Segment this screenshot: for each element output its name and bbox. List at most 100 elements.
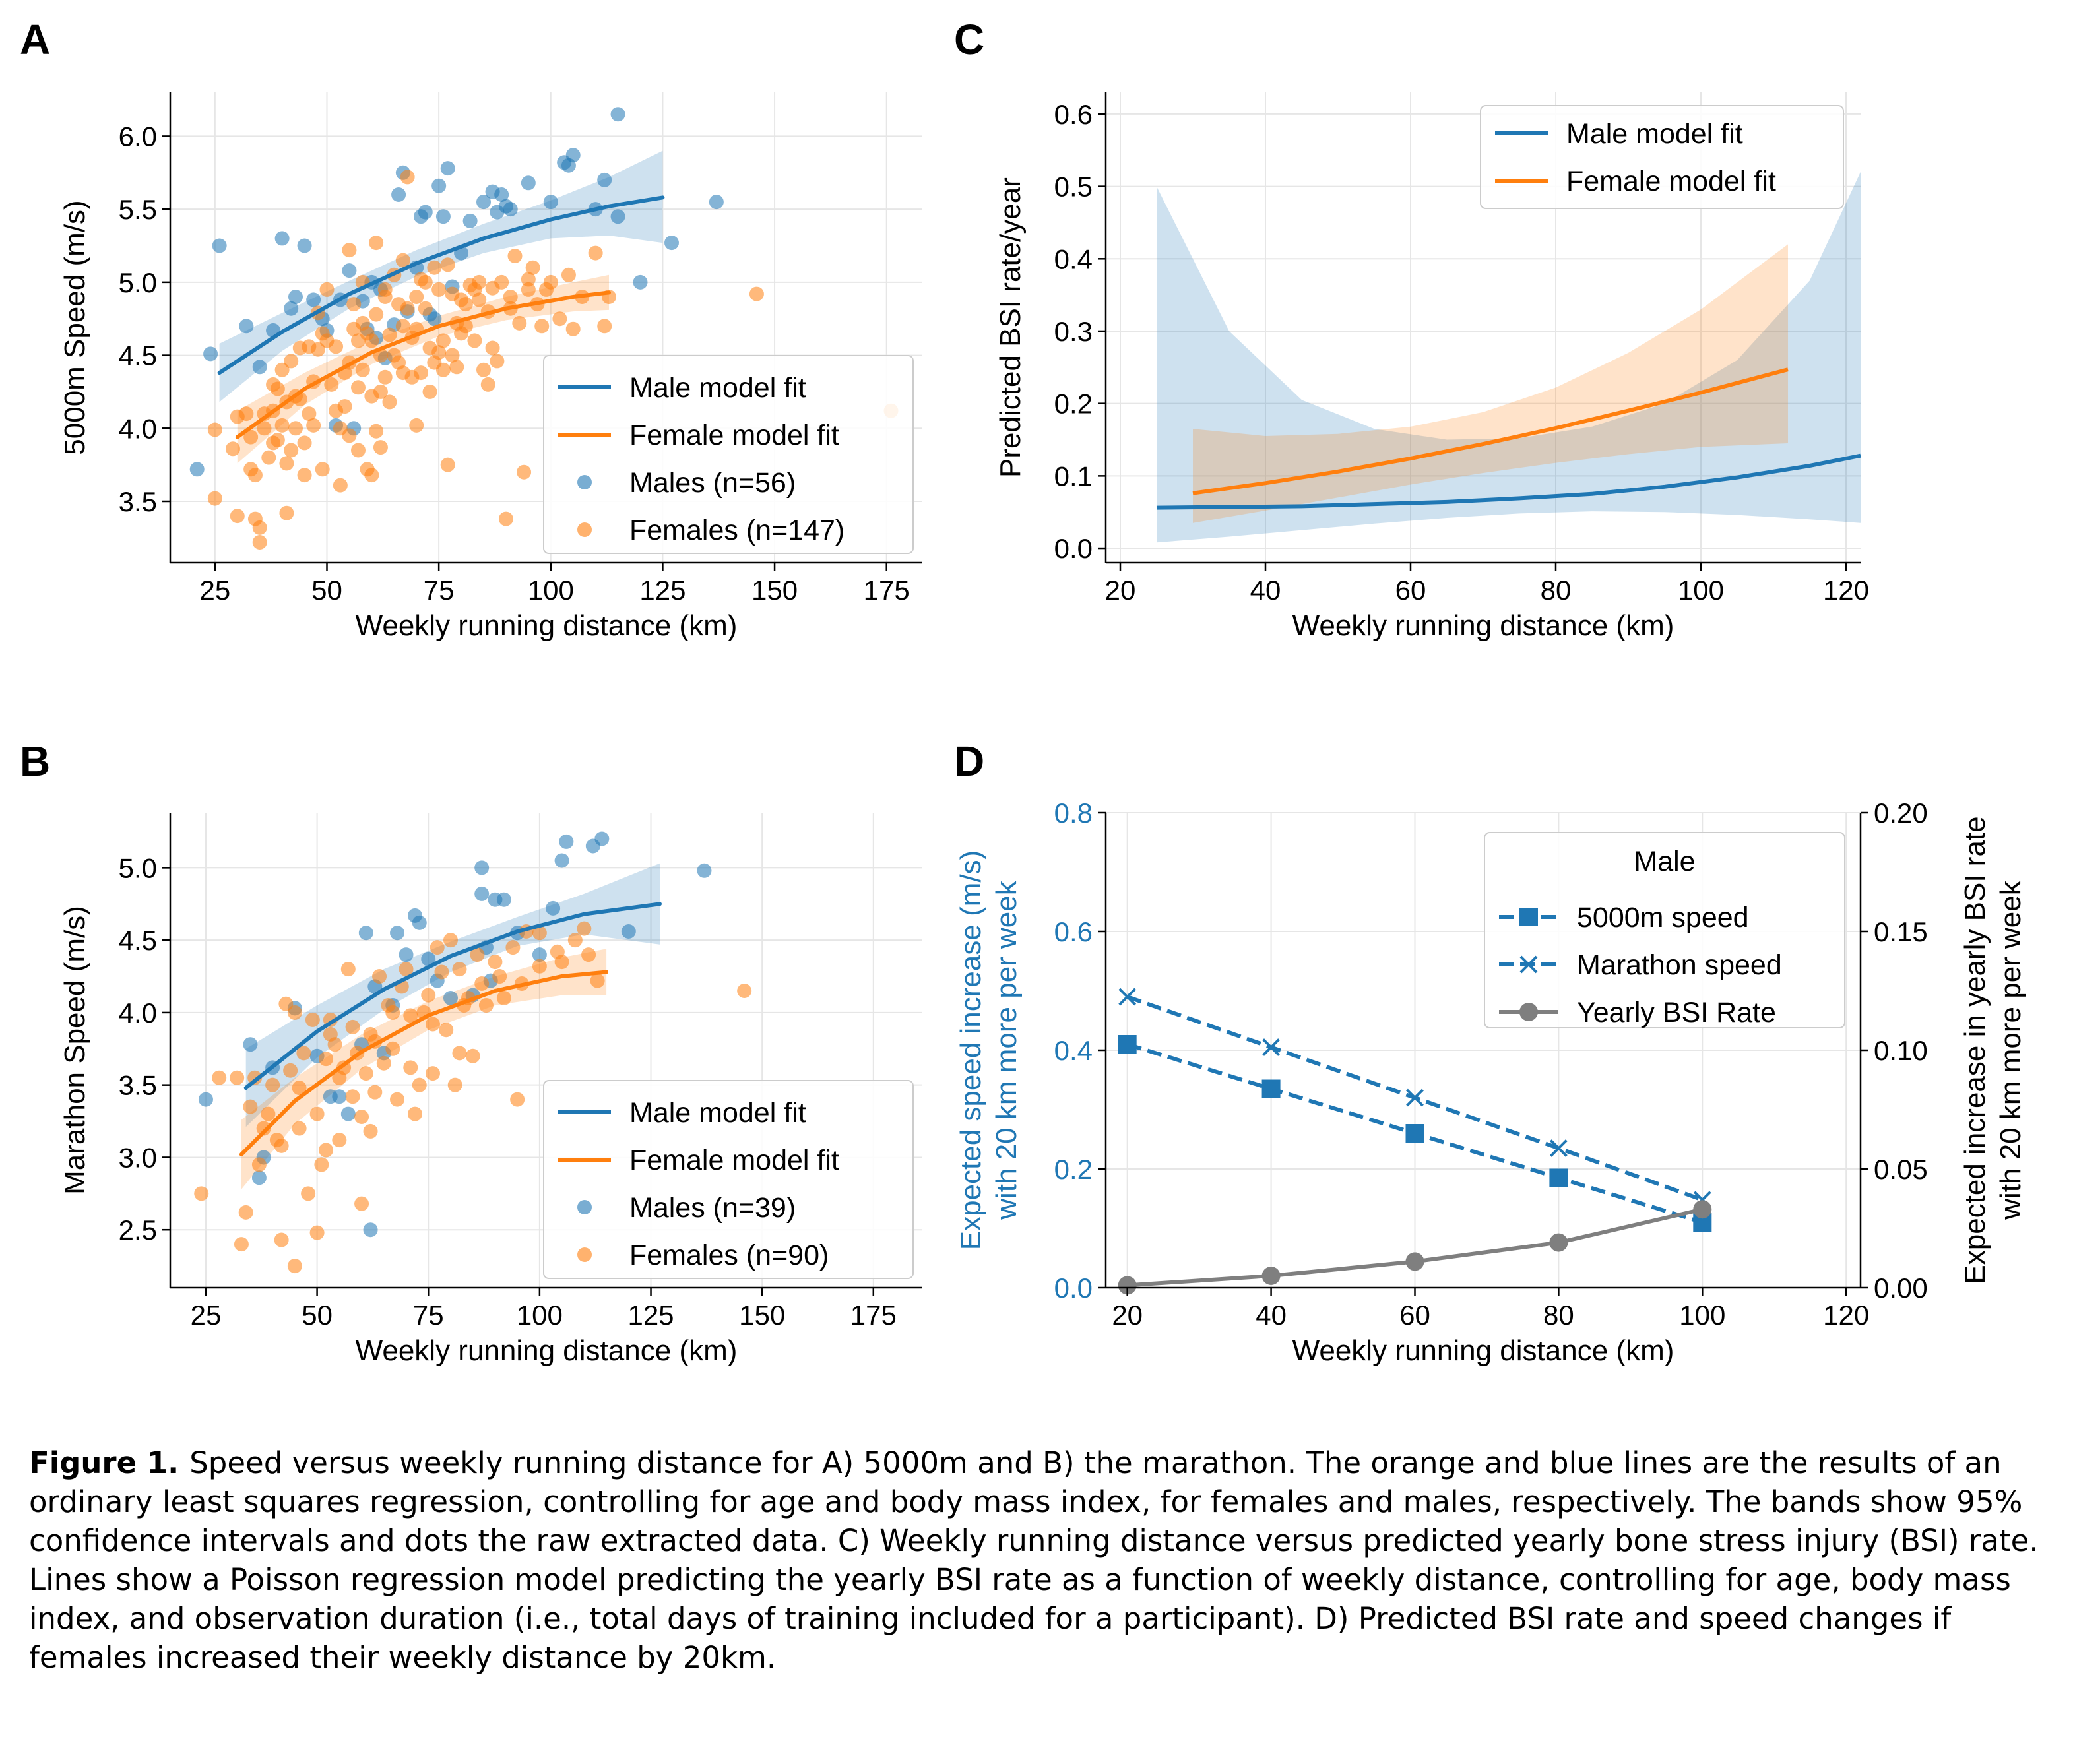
y-tick-label: 5.5 bbox=[119, 194, 157, 225]
female-data-point bbox=[369, 424, 384, 439]
y-tick-label: 0.0 bbox=[1054, 1273, 1093, 1304]
caption-text: Speed versus weekly running distance for… bbox=[29, 1445, 2039, 1675]
female-data-point bbox=[534, 319, 550, 334]
legend-label: Female model fit bbox=[629, 1145, 839, 1176]
y-tick-label: 0.2 bbox=[1054, 1154, 1093, 1185]
x-tick-label: 20 bbox=[1112, 1300, 1143, 1331]
female-data-point bbox=[323, 1026, 338, 1042]
legend-swatch-dot bbox=[1519, 1003, 1538, 1021]
male-data-point bbox=[610, 107, 625, 122]
x-tick-label: 25 bbox=[199, 575, 230, 606]
x-tick-label: 120 bbox=[1823, 575, 1869, 606]
y-tick-label: 0.5 bbox=[1054, 172, 1093, 203]
female-confidence-band bbox=[237, 274, 609, 464]
female-data-point bbox=[314, 1157, 329, 1172]
x-tick-label: 120 bbox=[1823, 1300, 1869, 1331]
female-data-point bbox=[358, 1066, 373, 1081]
x-tick-label: 100 bbox=[1679, 1300, 1725, 1331]
female-data-point bbox=[449, 360, 464, 375]
female-data-point bbox=[274, 418, 290, 433]
female-data-point bbox=[239, 406, 254, 422]
female-data-point bbox=[458, 297, 473, 312]
female-data-point bbox=[391, 297, 406, 312]
male-data-point bbox=[594, 831, 610, 846]
female-data-point bbox=[532, 926, 547, 941]
female-data-point bbox=[521, 282, 536, 297]
x-tick-label: 100 bbox=[517, 1300, 563, 1331]
female-data-point bbox=[440, 257, 455, 272]
y-tick-label: 0.0 bbox=[1054, 533, 1093, 564]
female-data-point bbox=[230, 1070, 245, 1085]
male-data-point bbox=[494, 187, 509, 202]
female-data-point bbox=[494, 274, 509, 290]
female-data-point bbox=[452, 1046, 467, 1061]
panel-letter: B bbox=[20, 738, 50, 785]
female-data-point bbox=[377, 290, 393, 304]
female-data-point bbox=[443, 933, 458, 948]
female-data-point bbox=[421, 988, 436, 1003]
female-data-point bbox=[382, 394, 397, 410]
female-data-point bbox=[315, 326, 330, 341]
y-tick-label-right: 0.00 bbox=[1874, 1273, 1928, 1304]
female-data-point bbox=[252, 520, 267, 535]
female-data-point bbox=[287, 1005, 302, 1020]
female-data-point bbox=[567, 933, 583, 948]
female-data-point bbox=[345, 1089, 360, 1104]
female-data-point bbox=[337, 399, 352, 414]
y-tick-label: 3.5 bbox=[119, 1070, 157, 1101]
legend-swatch-dot bbox=[577, 475, 592, 489]
male-data-point bbox=[284, 301, 299, 316]
female-data-point bbox=[297, 468, 312, 483]
legend-frame bbox=[1484, 832, 1845, 1028]
male-data-point bbox=[474, 860, 490, 875]
x-tick-label: 125 bbox=[627, 1300, 674, 1331]
legend-label: Female model fit bbox=[629, 420, 839, 451]
female-data-point bbox=[588, 245, 603, 261]
male-data-point bbox=[274, 231, 290, 246]
y-axis-label-right-1: Expected increase in yearly BSI rate bbox=[1959, 816, 1991, 1284]
female-data-point bbox=[373, 384, 388, 399]
male-data-point bbox=[306, 292, 321, 307]
female-data-point bbox=[369, 307, 384, 322]
y-axis-label: 5000m Speed (m/s) bbox=[59, 200, 91, 455]
x-tick-label: 25 bbox=[191, 1300, 222, 1331]
x-axis-label: Weekly running distance (km) bbox=[1292, 1335, 1674, 1367]
female-data-point bbox=[439, 1023, 454, 1038]
female-data-point bbox=[408, 1106, 423, 1121]
female-data-point bbox=[252, 535, 267, 550]
female-data-point bbox=[360, 462, 375, 477]
x-tick-label: 50 bbox=[311, 575, 342, 606]
x-tick-label: 100 bbox=[1678, 575, 1724, 606]
male-data-point bbox=[546, 900, 561, 916]
female-data-point bbox=[315, 462, 330, 477]
y-axis-label-left-1: Expected speed increase (m/s) bbox=[955, 850, 987, 1251]
female-confidence-band bbox=[1193, 244, 1788, 523]
female-data-point bbox=[552, 311, 567, 327]
male-data-point bbox=[496, 892, 511, 907]
male-data-point bbox=[431, 178, 447, 193]
male-data-point bbox=[443, 990, 458, 1005]
legend-swatch-dot bbox=[577, 522, 592, 537]
y-tick-label: 4.5 bbox=[119, 340, 157, 371]
male-data-point bbox=[421, 951, 436, 966]
panel-A: A 25 50 75 100 125 150 175 3.5 4.0 4.5 5.0 5.5 6.0 Wee… bbox=[20, 16, 922, 642]
legend-swatch-square bbox=[1519, 908, 1538, 926]
legend: Male model fit Female model fit Males (n=3… bbox=[543, 1080, 914, 1279]
female-data-point bbox=[351, 380, 366, 395]
y-tick-label: 4.0 bbox=[119, 997, 157, 1028]
male-fit-line bbox=[1156, 453, 1861, 510]
female-data-point bbox=[284, 443, 299, 458]
female-data-point bbox=[372, 969, 387, 984]
female-fit-line bbox=[1192, 367, 1789, 495]
female-data-point bbox=[480, 377, 495, 392]
female-data-point bbox=[270, 381, 285, 396]
female-data-point bbox=[395, 319, 410, 334]
female-data-point bbox=[369, 236, 384, 251]
female-data-point bbox=[324, 377, 339, 392]
female-data-point bbox=[319, 1052, 334, 1067]
female-data-point bbox=[496, 990, 511, 1005]
male-data-point bbox=[189, 462, 205, 477]
male-data-point bbox=[251, 1170, 267, 1185]
x-tick-label: 75 bbox=[424, 575, 455, 606]
female-data-point bbox=[488, 955, 503, 970]
